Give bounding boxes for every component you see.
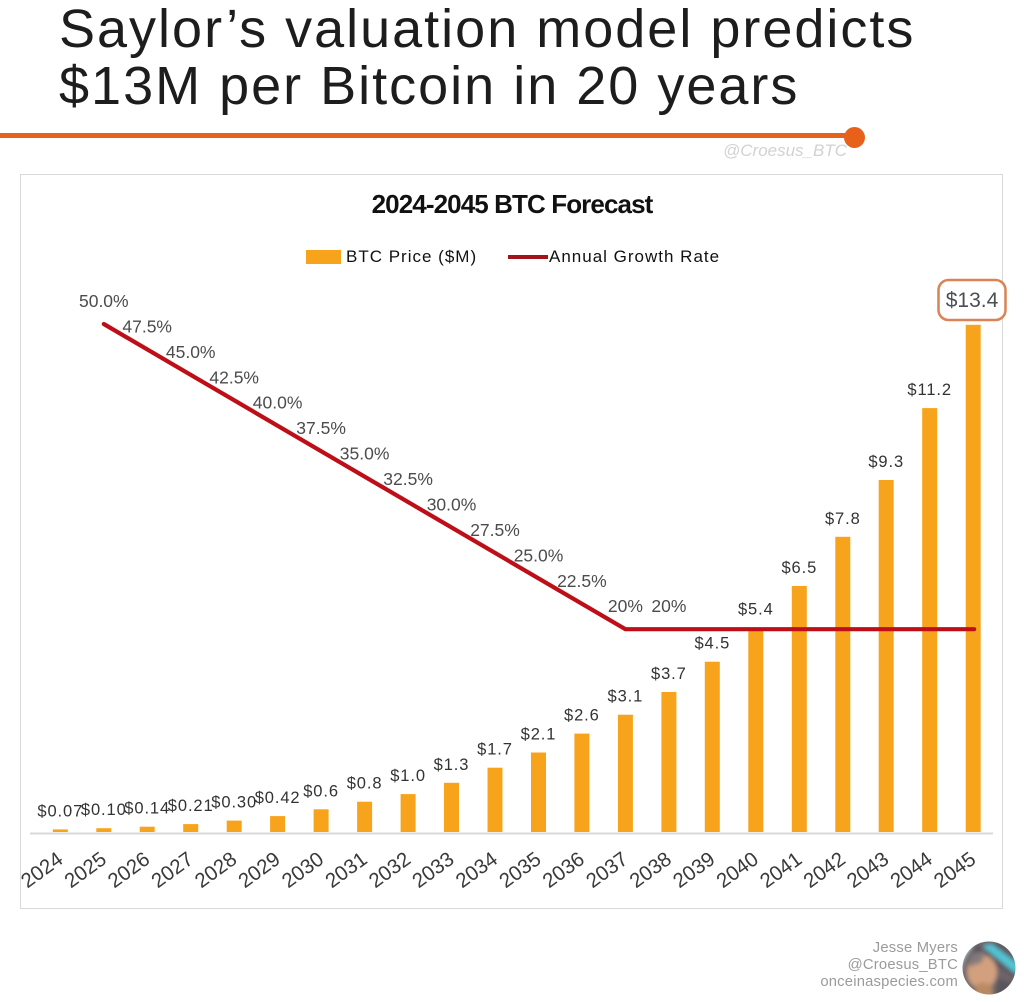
svg-text:2035: 2035	[495, 847, 545, 892]
svg-text:$0.10: $0.10	[81, 801, 127, 819]
svg-text:2030: 2030	[278, 847, 328, 892]
svg-text:50.0%: 50.0%	[79, 291, 129, 311]
svg-text:2038: 2038	[625, 847, 675, 892]
svg-text:$0.42: $0.42	[255, 789, 301, 807]
svg-text:2032: 2032	[365, 847, 415, 892]
svg-text:45.0%: 45.0%	[166, 342, 216, 362]
svg-text:$4.5: $4.5	[694, 635, 730, 653]
svg-text:$1.7: $1.7	[477, 741, 513, 759]
svg-text:2042: 2042	[799, 847, 849, 892]
svg-text:$13.4: $13.4	[946, 289, 999, 312]
svg-text:$7.8: $7.8	[825, 510, 861, 528]
svg-text:$1.3: $1.3	[434, 756, 470, 774]
svg-text:20%: 20%	[608, 596, 643, 616]
svg-text:2031: 2031	[321, 847, 371, 892]
svg-text:$6.5: $6.5	[781, 559, 817, 577]
svg-text:$0.30: $0.30	[211, 794, 257, 812]
svg-text:2036: 2036	[538, 847, 588, 892]
svg-text:$0.07: $0.07	[37, 802, 83, 820]
svg-text:2027: 2027	[147, 847, 197, 892]
svg-text:2034: 2034	[452, 847, 502, 892]
svg-text:$1.0: $1.0	[390, 767, 426, 785]
svg-text:$11.2: $11.2	[907, 381, 952, 399]
svg-text:$2.1: $2.1	[521, 726, 557, 744]
svg-text:42.5%: 42.5%	[209, 367, 259, 387]
svg-text:$0.8: $0.8	[347, 775, 383, 793]
svg-text:$3.7: $3.7	[651, 665, 687, 683]
svg-text:$5.4: $5.4	[738, 601, 774, 619]
svg-text:$3.1: $3.1	[608, 688, 644, 706]
svg-text:30.0%: 30.0%	[427, 495, 477, 515]
svg-text:40.0%: 40.0%	[253, 393, 303, 413]
svg-text:2037: 2037	[582, 847, 632, 892]
svg-text:2026: 2026	[104, 847, 154, 892]
svg-text:2043: 2043	[843, 847, 893, 892]
svg-text:2040: 2040	[712, 847, 762, 892]
svg-text:2045: 2045	[930, 847, 980, 892]
svg-text:27.5%: 27.5%	[470, 520, 520, 540]
svg-text:$0.14: $0.14	[124, 800, 170, 818]
svg-text:2029: 2029	[234, 847, 284, 892]
svg-text:2044: 2044	[886, 847, 936, 892]
svg-text:$2.6: $2.6	[564, 707, 600, 725]
svg-text:35.0%: 35.0%	[340, 444, 390, 464]
svg-text:32.5%: 32.5%	[383, 469, 433, 489]
svg-text:2024: 2024	[17, 847, 67, 892]
svg-text:2041: 2041	[756, 847, 806, 892]
svg-text:2025: 2025	[60, 847, 110, 892]
svg-text:2028: 2028	[191, 847, 241, 892]
svg-text:47.5%: 47.5%	[122, 316, 172, 336]
svg-text:$0.21: $0.21	[168, 797, 214, 815]
svg-text:$9.3: $9.3	[868, 453, 904, 471]
svg-text:2033: 2033	[408, 847, 458, 892]
svg-text:2039: 2039	[669, 847, 719, 892]
svg-text:37.5%: 37.5%	[296, 418, 346, 438]
svg-text:25.0%: 25.0%	[514, 545, 564, 565]
svg-text:$0.6: $0.6	[303, 782, 339, 800]
svg-text:22.5%: 22.5%	[557, 571, 607, 591]
svg-text:20%: 20%	[651, 596, 686, 616]
